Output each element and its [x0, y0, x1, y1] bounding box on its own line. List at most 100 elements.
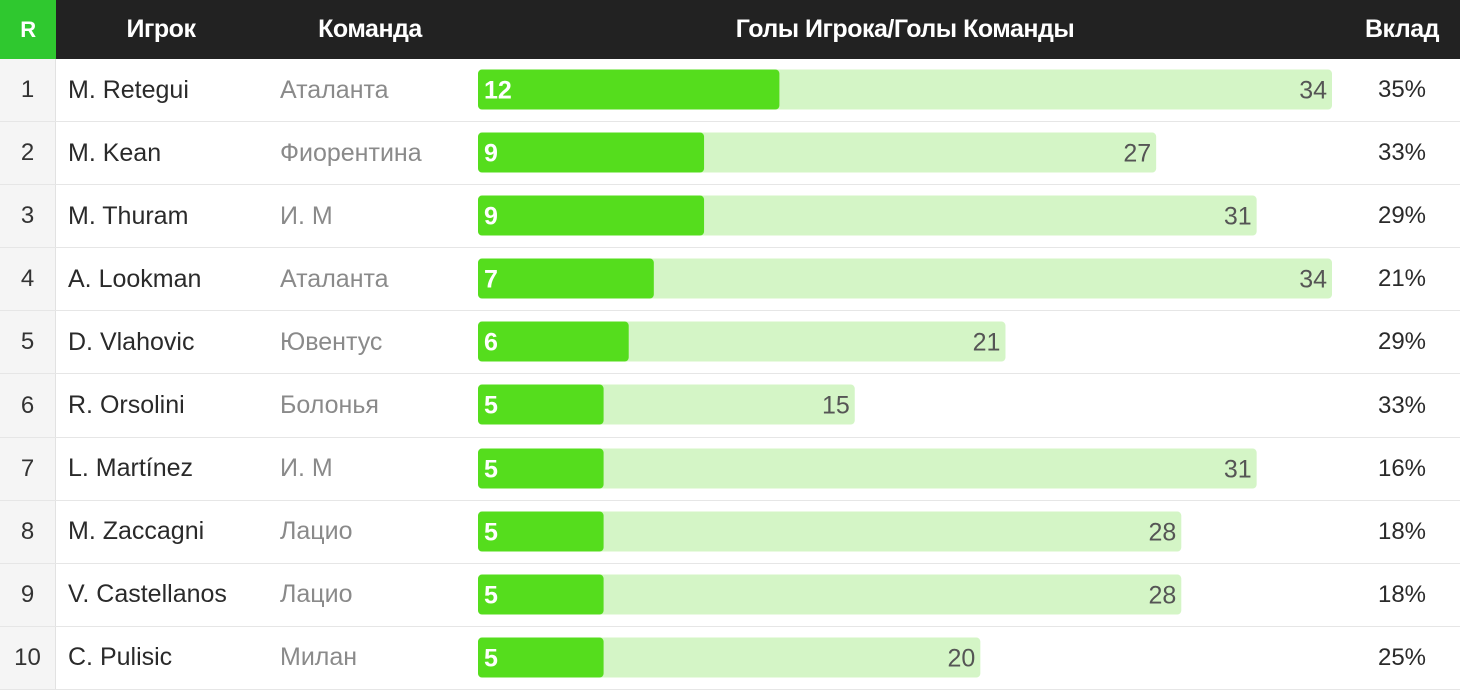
- player-name[interactable]: A. Lookman: [68, 264, 202, 293]
- rank-cell: 8: [0, 500, 56, 563]
- team-goals-label: 34: [1299, 77, 1327, 105]
- share-column-header[interactable]: Вклад: [1364, 15, 1440, 43]
- table-row[interactable]: 10 C. Pulisic Милан 5 20 25%: [0, 626, 1460, 690]
- player-goals-label: 7: [484, 266, 498, 294]
- rank-cell: 4: [0, 248, 56, 311]
- player-name[interactable]: M. Zaccagni: [68, 517, 205, 546]
- team-column-header[interactable]: Команда: [318, 15, 422, 43]
- team-name[interactable]: Фиорентина: [280, 138, 422, 167]
- team-goals-label: 28: [1148, 581, 1176, 609]
- goals-bar-chart: 9 31: [478, 195, 1257, 236]
- player-name[interactable]: D. Vlahovic: [68, 327, 195, 356]
- team-goals-label: 34: [1299, 266, 1327, 294]
- contribution-share: 18%: [1377, 580, 1427, 608]
- rank-column-header[interactable]: R: [0, 0, 56, 59]
- team-name[interactable]: Милан: [280, 643, 358, 672]
- contribution-share: 29%: [1377, 328, 1427, 356]
- goals-bar-chart: 5 15: [478, 385, 855, 426]
- player-goals-bar: [478, 69, 780, 110]
- team-goals-label: 27: [1123, 140, 1151, 168]
- goals-bar-chart: 12 34: [478, 69, 1332, 110]
- player-goals-bar: [478, 321, 629, 362]
- team-goals-bar: [478, 574, 1182, 615]
- player-goals-bar: [478, 574, 604, 615]
- table-row[interactable]: 8 M. Zaccagni Лацио 5 28 18%: [0, 500, 1460, 564]
- player-name[interactable]: L. Martínez: [68, 454, 194, 483]
- player-goals-label: 5: [484, 392, 498, 420]
- player-name[interactable]: V. Castellanos: [68, 580, 227, 609]
- player-goals-label: 6: [484, 329, 498, 357]
- goals-bar-chart: 5 28: [478, 574, 1182, 615]
- table-row[interactable]: 4 A. Lookman Аталанта 7 34 21%: [0, 248, 1460, 312]
- table-header: R Игрок Команда Голы Игрока/Голы Команды…: [0, 0, 1460, 59]
- contribution-share: 33%: [1377, 139, 1427, 167]
- rank-cell: 1: [0, 59, 56, 122]
- goals-bar-chart: 9 27: [478, 132, 1157, 173]
- team-name[interactable]: Болонья: [280, 391, 379, 420]
- contribution-share: 35%: [1377, 76, 1427, 104]
- player-goals-bar: [478, 637, 604, 678]
- player-goals-bar: [478, 132, 705, 173]
- goals-bar-chart: 5 31: [478, 448, 1257, 489]
- team-goals-label: 31: [1224, 203, 1252, 231]
- goals-bar-chart: 7 34: [478, 258, 1332, 299]
- team-goals-label: 20: [948, 644, 976, 672]
- rank-cell: 3: [0, 185, 56, 248]
- player-column-header[interactable]: Игрок: [126, 15, 196, 43]
- contribution-share: 21%: [1377, 265, 1427, 293]
- table-row[interactable]: 1 M. Retegui Аталанта 12 34 35%: [0, 59, 1460, 123]
- team-name[interactable]: И. М: [280, 201, 333, 230]
- player-goals-label: 5: [484, 455, 498, 483]
- team-name[interactable]: Аталанта: [280, 264, 389, 293]
- table-row[interactable]: 5 D. Vlahovic Ювентус 6 21 29%: [0, 311, 1460, 375]
- player-name[interactable]: C. Pulisic: [68, 643, 173, 672]
- team-goals-bar: [478, 258, 1332, 299]
- table-row[interactable]: 9 V. Castellanos Лацио 5 28 18%: [0, 563, 1460, 627]
- player-goals-label: 9: [484, 203, 498, 231]
- team-name[interactable]: Лацио: [280, 517, 353, 546]
- team-goals-label: 28: [1148, 518, 1176, 546]
- team-name[interactable]: И. М: [280, 454, 333, 483]
- goals-bar-chart: 5 28: [478, 511, 1182, 552]
- team-goals-bar: [478, 448, 1257, 489]
- player-goals-label: 12: [484, 77, 512, 105]
- player-goals-bar: [478, 258, 654, 299]
- team-goals-label: 31: [1224, 455, 1252, 483]
- rank-cell: 5: [0, 311, 56, 374]
- player-goals-label: 9: [484, 140, 498, 168]
- player-goals-bar: [478, 385, 604, 426]
- rank-cell: 6: [0, 374, 56, 437]
- table-row[interactable]: 3 M. Thuram И. М 9 31 29%: [0, 185, 1460, 249]
- player-name[interactable]: M. Thuram: [68, 201, 189, 230]
- team-goals-label: 21: [973, 329, 1001, 357]
- player-goals-label: 5: [484, 644, 498, 672]
- contribution-share: 16%: [1377, 454, 1427, 482]
- goals-column-header[interactable]: Голы Игрока/Голы Команды: [735, 15, 1075, 43]
- goals-bar-chart: 6 21: [478, 321, 1006, 362]
- player-goals-label: 5: [484, 518, 498, 546]
- player-name[interactable]: M. Kean: [68, 138, 162, 167]
- player-name[interactable]: R. Orsolini: [68, 391, 185, 420]
- contribution-share: 29%: [1377, 202, 1427, 230]
- player-goals-bar: [478, 195, 705, 236]
- team-goals-label: 15: [822, 392, 850, 420]
- table-row[interactable]: 6 R. Orsolini Болонья 5 15 33%: [0, 374, 1460, 438]
- team-name[interactable]: Ювентус: [280, 327, 383, 356]
- contribution-share: 25%: [1377, 643, 1427, 671]
- rank-cell: 7: [0, 437, 56, 500]
- contribution-share: 33%: [1377, 391, 1427, 419]
- player-goals-bar: [478, 448, 604, 489]
- player-goals-label: 5: [484, 581, 498, 609]
- contribution-share: 18%: [1377, 517, 1427, 545]
- goals-bar-chart: 5 20: [478, 637, 981, 678]
- table-row[interactable]: 7 L. Martínez И. М 5 31 16%: [0, 437, 1460, 501]
- rank-cell: 9: [0, 563, 56, 626]
- team-name[interactable]: Лацио: [280, 580, 353, 609]
- rank-cell: 2: [0, 122, 56, 185]
- player-name[interactable]: M. Retegui: [68, 75, 189, 104]
- table-row[interactable]: 2 M. Kean Фиорентина 9 27 33%: [0, 122, 1460, 186]
- table-body: 1 M. Retegui Аталанта 12 34 35% 2 M. Kean Фиорен…: [0, 59, 1460, 690]
- team-name[interactable]: Аталанта: [280, 75, 389, 104]
- player-goals-bar: [478, 511, 604, 552]
